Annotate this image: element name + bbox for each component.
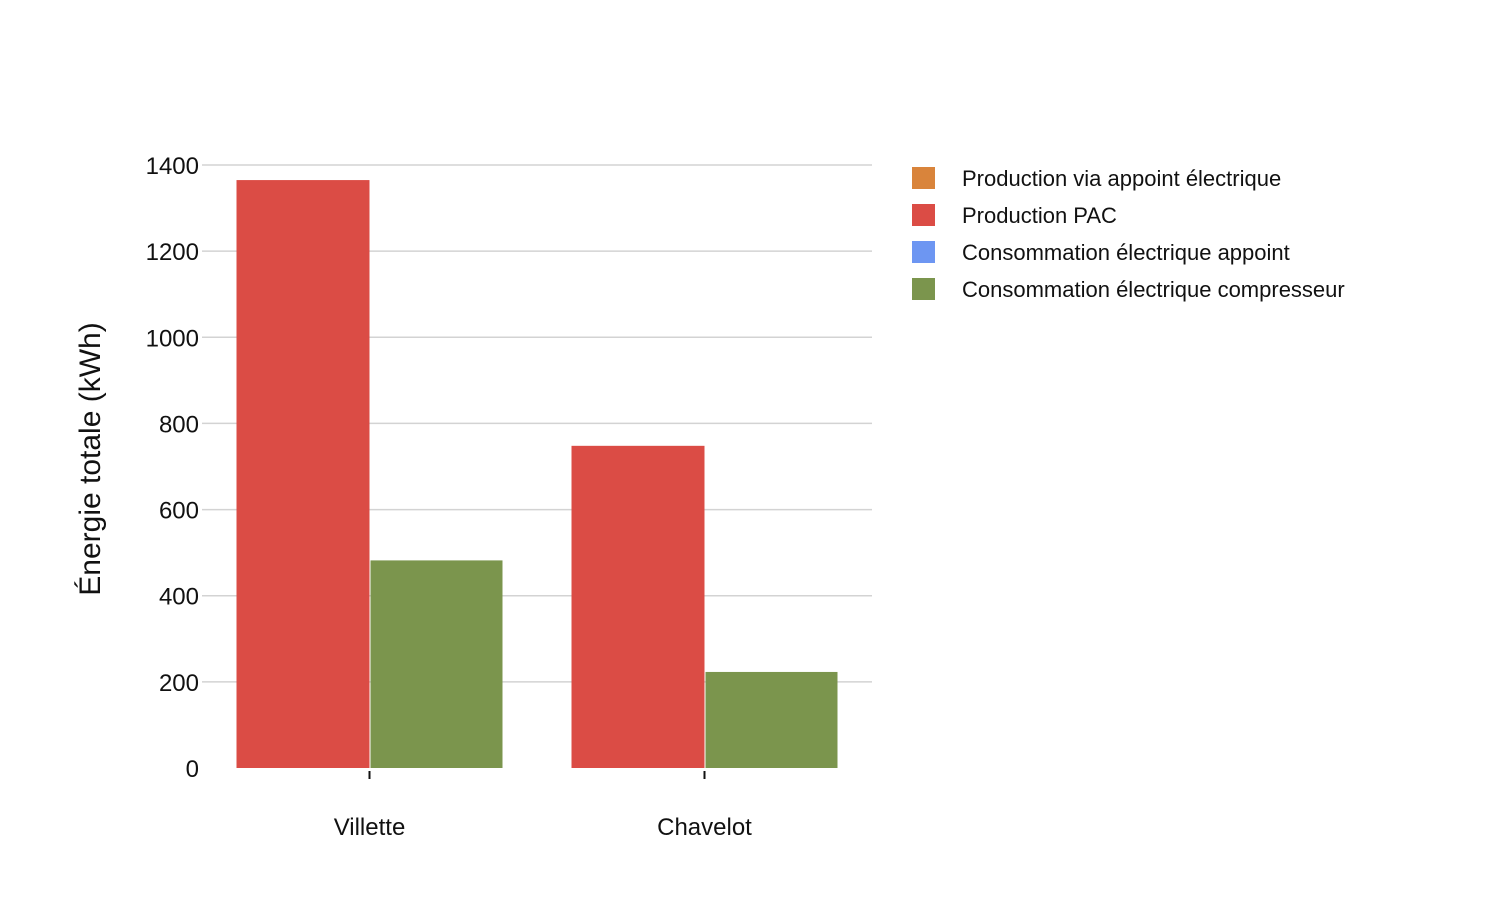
legend-swatch <box>912 167 935 189</box>
legend-swatch <box>912 241 935 263</box>
x-tick-label: Chavelot <box>657 814 752 841</box>
y-tick-label: 200 <box>159 670 199 697</box>
bar-villette-1 <box>236 180 370 768</box>
legend-swatch <box>912 278 935 300</box>
legend-label: Production via appoint électrique <box>962 166 1281 191</box>
y-axis-ticks: 0 200 400 600 800 1000 1200 1400 <box>146 153 199 783</box>
y-tick-label: 1000 <box>146 325 199 352</box>
bar-chavelot-2 <box>705 671 838 768</box>
y-tick-label: 1400 <box>146 153 199 180</box>
legend-label: Consommation électrique compresseur <box>962 277 1345 302</box>
bar-villette-2 <box>370 560 503 768</box>
legend-label: Consommation électrique appoint <box>962 240 1290 265</box>
legend-label: Production PAC <box>962 203 1117 228</box>
y-tick-label: 800 <box>159 411 199 438</box>
y-tick-label: 1200 <box>146 239 199 266</box>
bar-chavelot-1 <box>571 445 705 768</box>
y-tick-label: 400 <box>159 584 199 611</box>
legend-swatch <box>912 204 935 226</box>
legend: Production via appoint électrique Product… <box>912 166 1345 302</box>
y-tick-label: 600 <box>159 498 199 525</box>
x-axis-ticks: Villette Chavelot <box>334 771 752 841</box>
bars <box>236 180 838 768</box>
y-axis-title: Énergie totale (kWh) <box>74 322 107 595</box>
y-tick-label: 0 <box>186 756 199 783</box>
x-tick-label: Villette <box>334 814 406 841</box>
